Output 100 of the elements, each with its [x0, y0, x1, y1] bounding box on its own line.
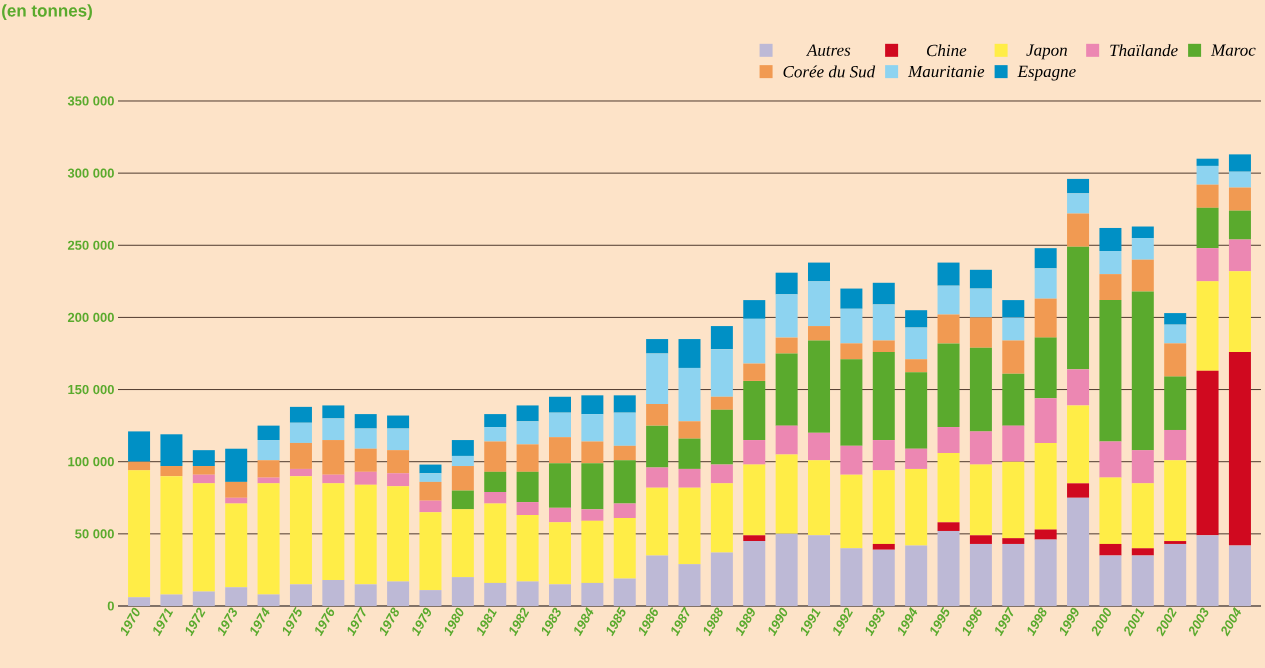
bar — [1164, 543, 1187, 606]
bar — [840, 548, 863, 606]
bar — [257, 483, 280, 595]
bar — [419, 590, 442, 606]
bar — [1002, 300, 1025, 318]
bar — [387, 581, 410, 606]
bar — [1131, 238, 1154, 260]
bar — [678, 468, 701, 488]
bar — [192, 450, 215, 467]
bar — [646, 487, 669, 556]
y-tick-label: 0 — [107, 601, 114, 611]
bar — [1131, 555, 1154, 606]
bar — [905, 327, 928, 360]
bar — [1099, 555, 1122, 606]
legend-label: Mauritanie — [907, 65, 985, 78]
y-tick-label: 300 000 — [67, 168, 114, 178]
bar — [1067, 483, 1090, 498]
bar — [743, 300, 766, 319]
bar — [1164, 324, 1187, 344]
bar — [225, 481, 248, 498]
bar — [419, 473, 442, 482]
bar — [743, 363, 766, 381]
bar — [969, 317, 992, 348]
y-tick-label: 100 000 — [68, 457, 114, 467]
bar — [322, 418, 345, 441]
bar — [160, 434, 183, 467]
bar — [840, 445, 863, 475]
bar — [387, 450, 410, 474]
bar — [354, 484, 377, 585]
bar — [1067, 405, 1090, 484]
bar — [840, 343, 863, 360]
bar — [743, 464, 766, 536]
bar — [581, 520, 604, 583]
bar — [1002, 461, 1025, 539]
bar — [289, 422, 312, 443]
bar — [160, 594, 183, 606]
bar — [451, 455, 474, 467]
bar — [710, 483, 733, 553]
bar — [969, 431, 992, 465]
bar — [1099, 251, 1122, 275]
bar — [160, 476, 183, 595]
bar — [969, 535, 992, 544]
bar — [775, 533, 798, 606]
bar — [192, 474, 215, 484]
bar — [743, 535, 766, 542]
bar — [419, 512, 442, 591]
legend-label: Chine — [927, 44, 967, 57]
bar — [905, 372, 928, 449]
bar — [678, 438, 701, 469]
bar — [969, 288, 992, 318]
bar — [387, 428, 410, 451]
bar — [354, 428, 377, 449]
bar — [192, 466, 215, 475]
bar — [969, 269, 992, 289]
bar — [937, 427, 960, 454]
bar — [775, 425, 798, 455]
bar — [808, 432, 831, 461]
bar — [678, 367, 701, 422]
bar — [678, 564, 701, 606]
bar — [1228, 545, 1251, 606]
bar — [905, 468, 928, 546]
bar — [872, 549, 895, 606]
bar — [1002, 340, 1025, 374]
bar — [581, 441, 604, 464]
bar — [905, 545, 928, 606]
bar — [646, 339, 669, 354]
bar — [1196, 281, 1219, 371]
bar — [613, 412, 636, 446]
bar — [354, 414, 377, 429]
bar — [225, 448, 248, 482]
bar — [775, 337, 798, 354]
bar — [872, 440, 895, 471]
bar — [289, 584, 312, 606]
bar — [548, 507, 571, 523]
bar — [1034, 298, 1057, 338]
bar — [548, 412, 571, 438]
legend-label: Autres — [806, 44, 851, 56]
legend-label: Corée du Sud — [783, 65, 876, 78]
bar — [387, 415, 410, 429]
bar — [1228, 171, 1251, 188]
bar — [905, 310, 928, 328]
bar — [646, 425, 669, 468]
bar — [516, 405, 539, 422]
bar — [387, 473, 410, 487]
bar — [775, 454, 798, 534]
bar — [516, 421, 539, 445]
bar — [808, 281, 831, 327]
bar — [969, 543, 992, 606]
bar — [613, 445, 636, 461]
bar — [808, 262, 831, 282]
bar — [1034, 268, 1057, 299]
bar — [1099, 441, 1122, 478]
bar — [1164, 376, 1187, 430]
bar — [1099, 543, 1122, 556]
bar — [1228, 154, 1251, 172]
bar — [548, 584, 571, 606]
bar — [1228, 210, 1251, 240]
bar — [1099, 227, 1122, 252]
bar — [1002, 373, 1025, 426]
bar — [484, 441, 507, 472]
